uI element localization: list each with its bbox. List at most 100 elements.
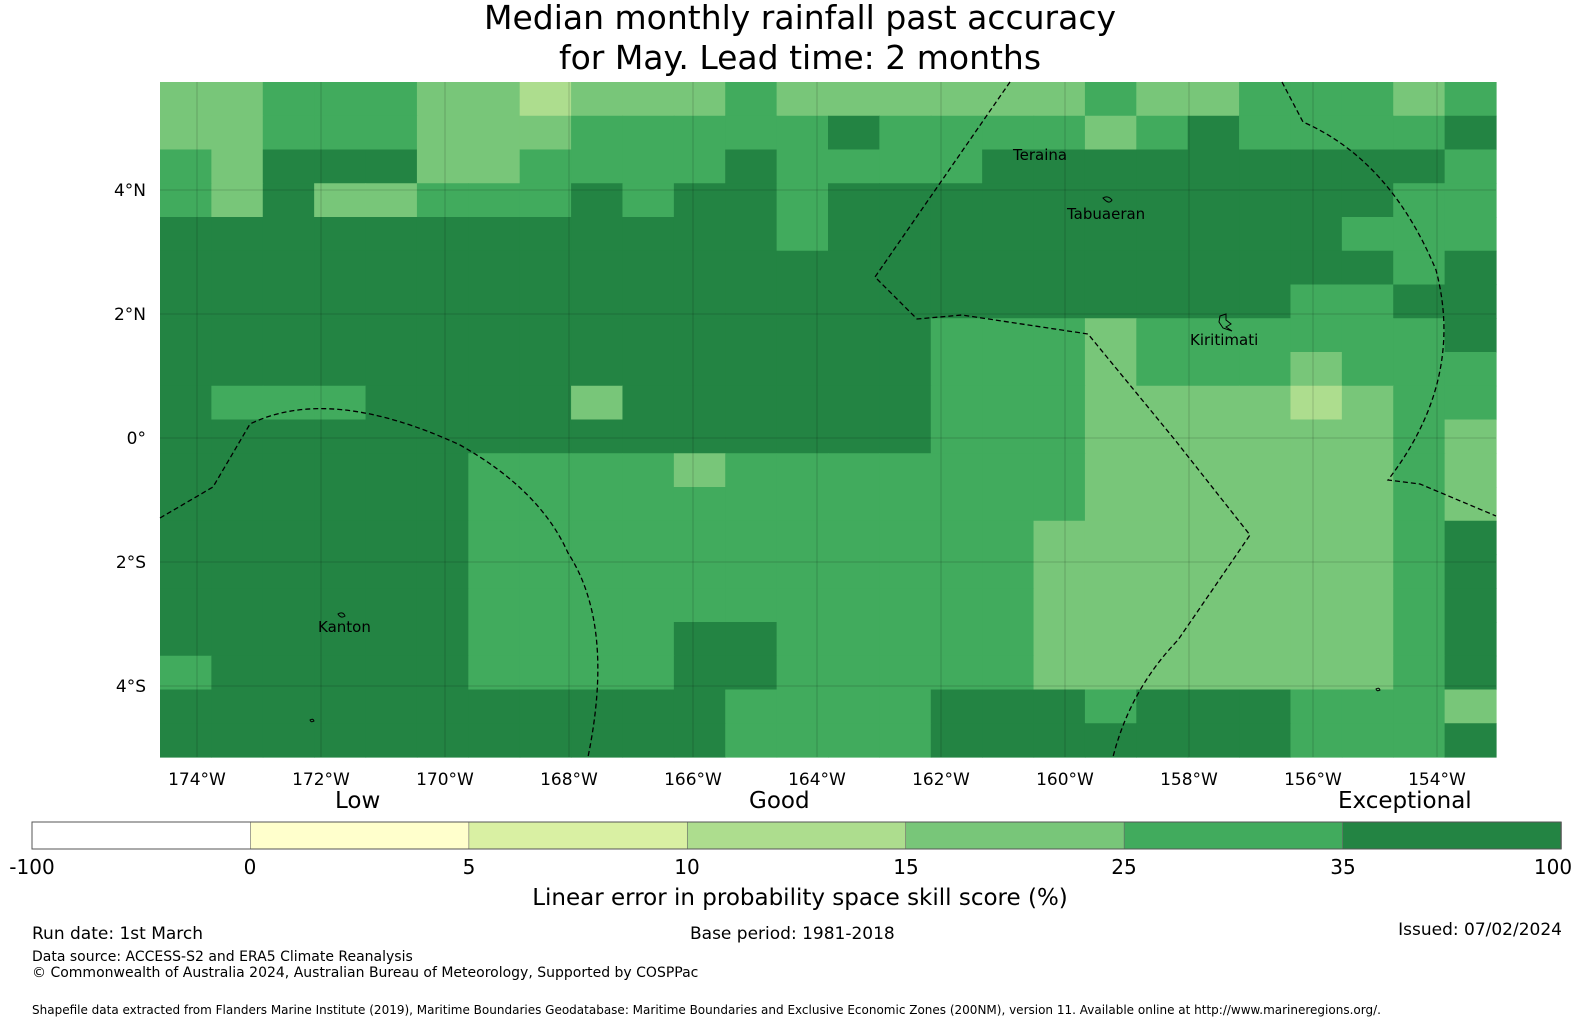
grid-cell: [519, 588, 572, 623]
grid-cell: [1187, 689, 1240, 724]
grid-cell: [468, 723, 521, 758]
grid-cell: [1187, 622, 1240, 657]
grid-cell: [982, 385, 1035, 421]
grid-cell: [1239, 520, 1292, 556]
grid-cell: [1239, 284, 1292, 319]
grid-cell: [571, 689, 624, 724]
grid-cell: [622, 554, 675, 589]
grid-cell: [622, 723, 675, 758]
grid-cell: [211, 385, 264, 421]
grid-cell: [776, 284, 829, 319]
grid-cell: [365, 115, 418, 151]
grid-cell: [211, 217, 264, 252]
grid-cell: [211, 554, 264, 589]
grid-cell: [365, 689, 418, 724]
grid-cell: [1187, 82, 1240, 117]
grid-cell: [519, 520, 572, 556]
grid-cell: [468, 217, 521, 252]
grid-cell: [622, 487, 675, 522]
grid-cell: [1444, 588, 1497, 623]
grid-cell: [1393, 419, 1446, 454]
grid-cell: [1239, 487, 1292, 522]
grid-cell: [930, 284, 983, 319]
grid-cell: [262, 655, 315, 691]
grid-cell: [262, 453, 315, 488]
grid-cell: [1033, 622, 1086, 657]
grid-cell: [262, 723, 315, 758]
grid-cell: [1444, 385, 1497, 421]
grid-cell: [1136, 284, 1189, 319]
grid-cell: [982, 622, 1035, 657]
grid-cell: [1290, 689, 1343, 724]
lon-label-154w: 154°W: [1408, 770, 1466, 790]
grid-cell: [1187, 453, 1240, 488]
grid-cell: [416, 318, 469, 353]
grid-cell: [1290, 588, 1343, 623]
island-kanton-shape: [337, 612, 346, 618]
grid-cell: [1084, 487, 1137, 522]
grid-cell: [262, 352, 315, 387]
grid-cell: [571, 520, 624, 556]
grid-cell: [314, 149, 367, 184]
grid-cell: [828, 82, 880, 117]
grid-cell: [1444, 250, 1497, 286]
grid-cell: [776, 520, 829, 556]
grid-cell: [879, 183, 932, 218]
grid-cell: [982, 689, 1035, 724]
islands: [309, 196, 1381, 723]
grid-cell: [314, 554, 367, 589]
grid-cell: [930, 453, 983, 488]
grid-cell: [879, 82, 932, 117]
grid-cell: [673, 82, 726, 117]
grid-cell: [519, 554, 572, 589]
grid-cell: [776, 82, 829, 117]
grid-cell: [776, 149, 829, 184]
grid-cell: [1341, 284, 1394, 319]
grid-cell: [982, 453, 1035, 488]
grid-cell: [622, 689, 675, 724]
grid-cell: [571, 115, 624, 151]
grid-cell: [365, 655, 418, 691]
grid-cell: [571, 149, 624, 184]
grid-cell: [314, 453, 367, 488]
grid-cell: [1239, 149, 1292, 184]
grid-cell: [468, 183, 521, 218]
grid-cell: [622, 284, 675, 319]
grid-cell: [519, 622, 572, 657]
grid-cell: [930, 250, 983, 286]
colorbar-label-low: Low: [335, 788, 381, 814]
eez-boundary-line-islands-west: [874, 81, 1251, 758]
grid-cell: [519, 723, 572, 758]
grid-cell: [1290, 520, 1343, 556]
grid-cell: [1290, 217, 1343, 252]
grid-cell: [1084, 419, 1137, 454]
colorbar-segment: [1342, 821, 1562, 850]
grid-cell: [725, 250, 778, 286]
grid-cell: [314, 183, 367, 218]
grid-cell: [1084, 588, 1137, 623]
grid-cell: [1084, 554, 1137, 589]
grid-cell: [1033, 284, 1086, 319]
grid-cell: [879, 149, 932, 184]
grid-cell: [1341, 250, 1394, 286]
grid-cell: [1084, 115, 1137, 151]
grid-cell: [211, 284, 264, 319]
grid-cell: [1239, 318, 1292, 353]
grid-cell: [262, 622, 315, 657]
grid-cell: [416, 520, 469, 556]
grid-cell: [1136, 655, 1189, 691]
eez-boundary-line-islands-east: [1281, 81, 1497, 517]
grid-cell: [365, 723, 418, 758]
grid-cell: [314, 115, 367, 151]
grid-cell: [262, 115, 315, 151]
issued-date: Issued: 07/02/2024: [1398, 920, 1562, 940]
island-tabuaeran-shape: [1102, 196, 1113, 203]
island-small-2: [1375, 687, 1381, 692]
grid-cell: [416, 723, 469, 758]
grid-cell: [160, 352, 212, 387]
grid-cell: [1341, 689, 1394, 724]
grid-cell: [262, 487, 315, 522]
grid-cell: [1444, 217, 1497, 252]
grid-cell: [314, 318, 367, 353]
colorbar-segment: [686, 821, 907, 850]
